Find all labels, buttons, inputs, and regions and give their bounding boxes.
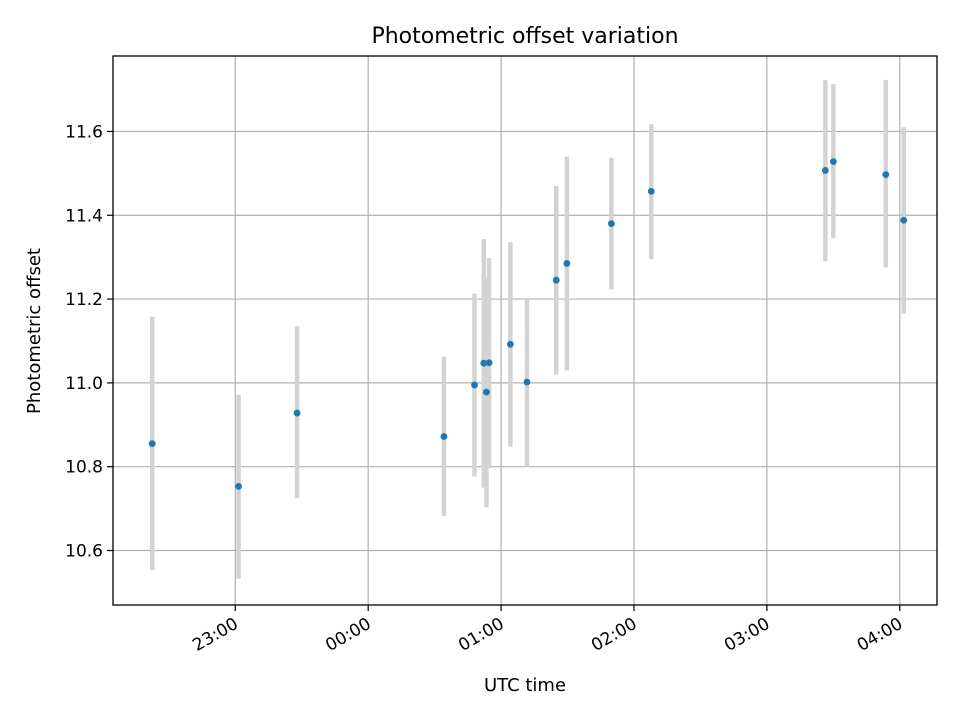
data-point: [647, 187, 655, 195]
data-points: [148, 158, 908, 490]
data-point: [483, 388, 490, 396]
data-point: [235, 482, 242, 490]
x-axis-label: UTC time: [484, 675, 566, 696]
data-point: [293, 409, 301, 417]
data-point: [552, 276, 560, 284]
y-tick-label: 11.6: [65, 122, 103, 142]
data-point: [506, 340, 514, 348]
axes-frame: [112, 55, 938, 606]
data-point: [563, 260, 571, 267]
data-point: [882, 171, 890, 179]
data-point: [607, 220, 615, 228]
data-point: [480, 359, 488, 367]
y-tick-label: 11.0: [65, 374, 103, 394]
data-point: [821, 167, 829, 174]
data-point: [485, 359, 493, 367]
y-axis-label: Photometric offset: [24, 248, 45, 414]
data-point: [523, 378, 531, 386]
y-tick-label: 10.8: [65, 458, 103, 478]
y-tick-label: 11.2: [65, 290, 103, 310]
data-point: [829, 158, 837, 166]
y-tick-label: 11.4: [65, 206, 103, 226]
data-point: [471, 381, 478, 389]
data-point: [440, 433, 448, 440]
data-point: [148, 440, 156, 448]
y-tick-label: 10.6: [65, 542, 103, 562]
chart-title: Photometric offset variation: [371, 24, 678, 49]
data-point: [900, 216, 908, 224]
